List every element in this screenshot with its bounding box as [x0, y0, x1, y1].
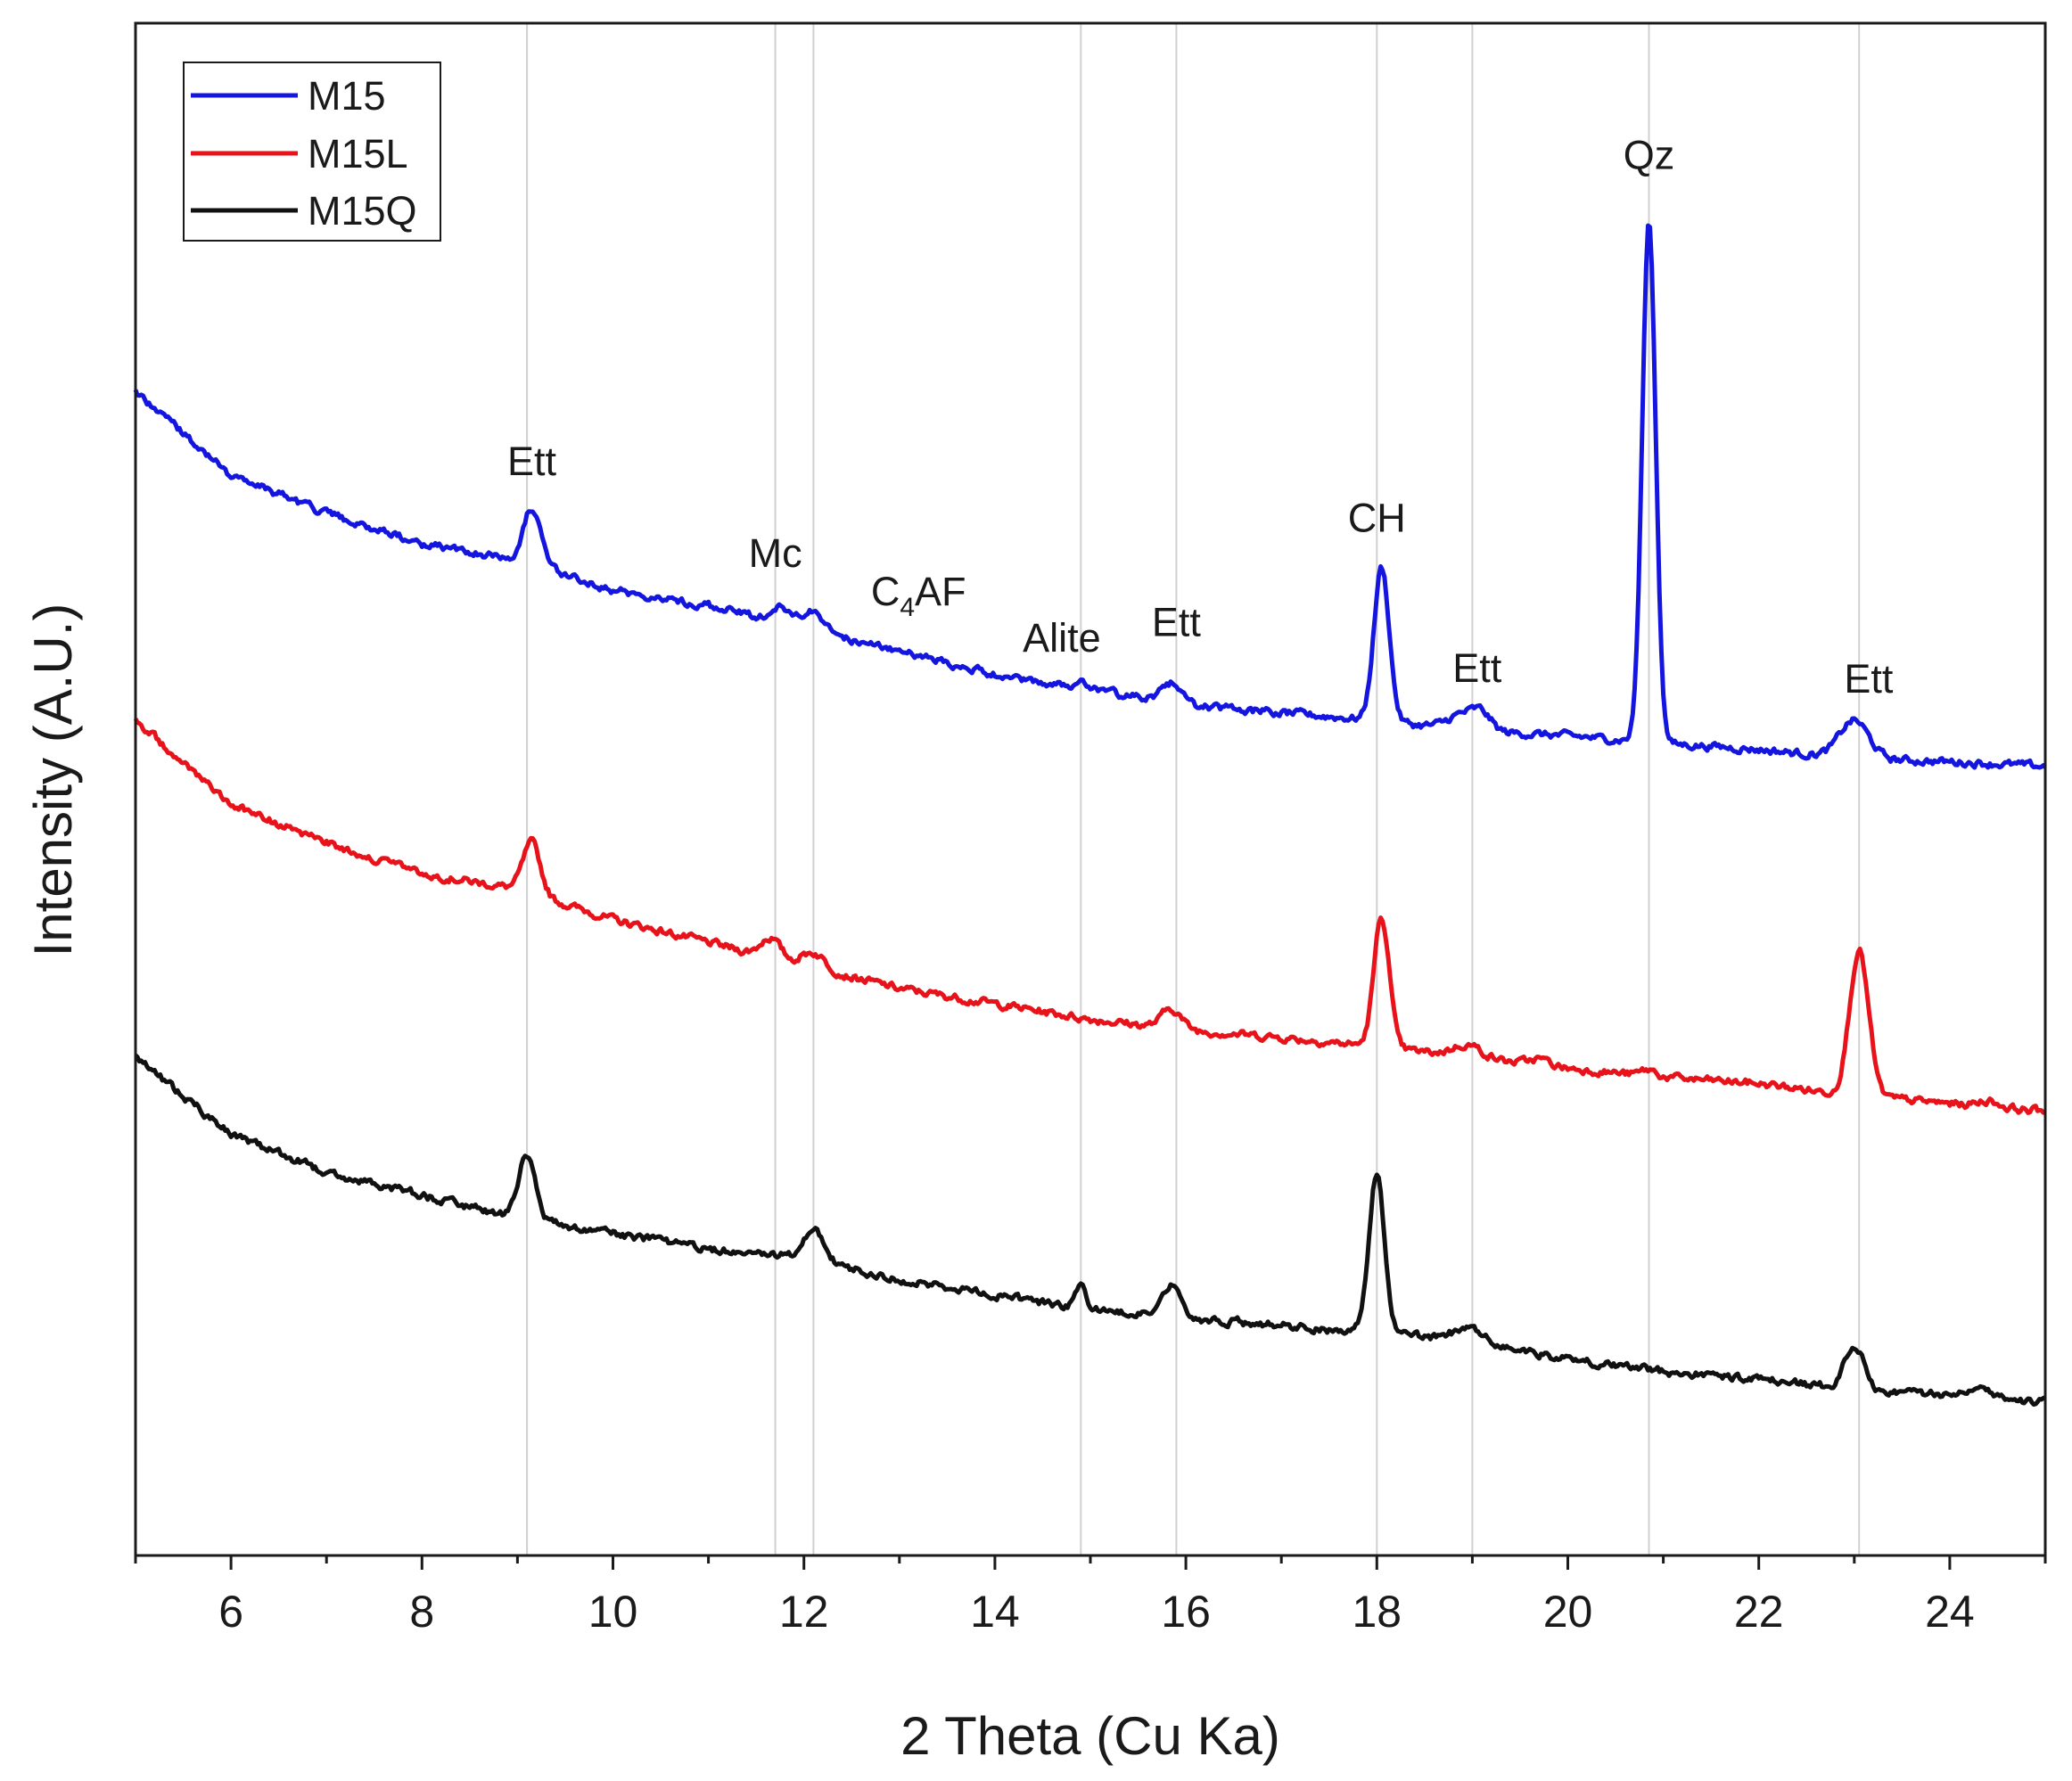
plot-frame	[134, 21, 2047, 1557]
y-axis-title: Intensity (A.U.)	[23, 603, 83, 957]
x-tick-label: 20	[1543, 1587, 1593, 1637]
x-tick-label: 24	[1925, 1587, 1975, 1637]
x-tick-label: 6	[218, 1587, 243, 1637]
peak-label: Mc	[749, 530, 802, 576]
series-line-m15q	[134, 1053, 2046, 1408]
peak-label: Alite	[1023, 615, 1101, 661]
legend-label-m15l: M15L	[308, 131, 408, 176]
peak-label: CH	[1348, 496, 1406, 541]
legend-label-m15q: M15Q	[308, 188, 417, 234]
annotations-layer: Ett Mc C4AF Alite Ett CH Ett Qz Ett	[507, 132, 1894, 702]
peak-label: Qz	[1624, 132, 1675, 177]
x-axis: 6 8 10 12 14 16 18 20 22 24	[134, 1555, 2047, 1637]
peak-label: Ett	[1152, 600, 1202, 645]
x-tick-label: 18	[1352, 1587, 1402, 1637]
x-tick-label: 10	[588, 1587, 638, 1637]
x-tick-label: 22	[1734, 1587, 1784, 1637]
x-axis-title: 2 Theta (Cu Ka)	[900, 1706, 1280, 1766]
x-tick-label: 12	[779, 1587, 829, 1637]
series-line-m15l	[133, 718, 2046, 1116]
peak-label: Ett	[1844, 656, 1894, 702]
series-line-m15	[133, 223, 2047, 770]
peak-label: C4AF	[871, 569, 966, 622]
x-tick-label: 14	[970, 1587, 1020, 1637]
peak-label: Ett	[1452, 645, 1502, 691]
x-tick-label: 16	[1161, 1587, 1211, 1637]
legend-label-m15: M15	[308, 73, 386, 119]
x-tick-label: 8	[409, 1587, 434, 1637]
legend: M15 M15L M15Q	[183, 62, 441, 242]
peak-label: Ett	[507, 439, 557, 484]
series-layer	[133, 223, 2047, 1408]
ref-lines-layer	[526, 23, 1861, 1555]
